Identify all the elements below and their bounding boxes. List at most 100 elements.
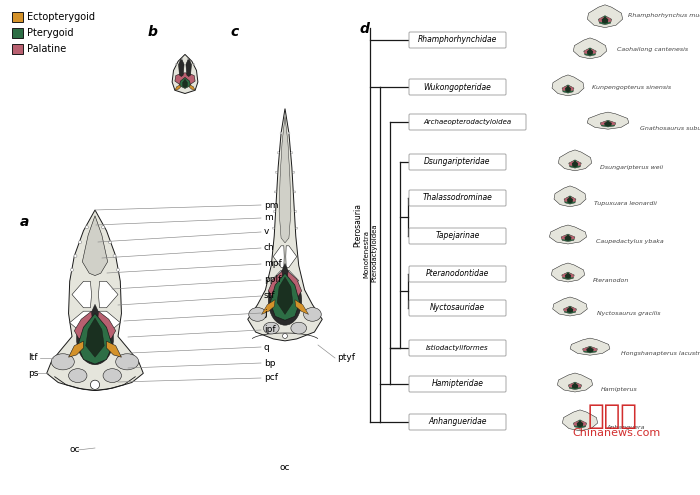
FancyBboxPatch shape [409, 154, 506, 170]
Text: mpf: mpf [264, 259, 281, 268]
Polygon shape [577, 421, 583, 427]
Polygon shape [72, 281, 92, 308]
Polygon shape [569, 273, 574, 278]
Polygon shape [582, 347, 589, 351]
Polygon shape [587, 112, 629, 129]
Text: Anhanguera: Anhanguera [606, 426, 645, 431]
Text: ltf: ltf [28, 353, 38, 362]
Polygon shape [569, 160, 581, 168]
Polygon shape [573, 421, 579, 426]
Polygon shape [569, 161, 574, 166]
Polygon shape [557, 373, 593, 392]
Text: Monofenestra: Monofenestra [363, 231, 369, 279]
Text: Hamipteridae: Hamipteridae [431, 380, 484, 389]
Ellipse shape [263, 322, 279, 334]
Circle shape [291, 152, 293, 153]
Circle shape [283, 334, 288, 339]
Polygon shape [564, 306, 577, 314]
Polygon shape [582, 346, 597, 353]
Polygon shape [279, 263, 291, 298]
Text: Rhamphorhynchus muensteri: Rhamphorhynchus muensteri [628, 12, 700, 17]
Text: pcf: pcf [264, 374, 278, 383]
Circle shape [71, 268, 74, 271]
Text: Tupuxuara leonardii: Tupuxuara leonardii [594, 201, 657, 206]
FancyBboxPatch shape [409, 114, 526, 130]
FancyBboxPatch shape [409, 190, 506, 206]
Polygon shape [562, 273, 567, 278]
Text: 中新网: 中新网 [588, 402, 638, 430]
Polygon shape [99, 311, 120, 334]
Circle shape [288, 132, 290, 134]
Circle shape [296, 227, 297, 229]
Text: Ectopterygoid: Ectopterygoid [27, 12, 95, 22]
Text: q: q [264, 343, 270, 351]
Polygon shape [570, 338, 610, 355]
Text: Istiodactyliformes: Istiodactyliformes [426, 345, 489, 351]
Polygon shape [552, 263, 584, 282]
Polygon shape [562, 410, 598, 431]
Text: b: b [148, 25, 158, 39]
Polygon shape [564, 197, 569, 202]
Ellipse shape [248, 307, 267, 321]
Text: pplf: pplf [264, 276, 281, 285]
Polygon shape [584, 48, 596, 56]
Text: ptyf: ptyf [337, 353, 355, 362]
Polygon shape [262, 299, 275, 314]
Circle shape [294, 191, 296, 193]
Polygon shape [576, 383, 582, 388]
Bar [12, 28, 23, 38]
Text: Hongshanapterus lacustris: Hongshanapterus lacustris [621, 351, 700, 356]
Polygon shape [78, 313, 112, 364]
Polygon shape [287, 271, 302, 298]
Text: Nyctosaurus gracilis: Nyctosaurus gracilis [597, 311, 661, 316]
Text: c: c [230, 25, 238, 39]
Polygon shape [592, 347, 597, 351]
Circle shape [85, 226, 88, 229]
Circle shape [272, 227, 274, 229]
Polygon shape [567, 197, 573, 203]
Text: Pterosauria: Pterosauria [354, 203, 363, 247]
Circle shape [90, 380, 99, 390]
Circle shape [78, 241, 81, 244]
Polygon shape [571, 197, 576, 202]
FancyBboxPatch shape [409, 340, 506, 356]
Polygon shape [268, 271, 283, 298]
Polygon shape [561, 234, 575, 242]
Circle shape [277, 152, 279, 153]
Polygon shape [598, 16, 612, 25]
Polygon shape [286, 246, 297, 267]
Text: Pteranodontidae: Pteranodontidae [426, 269, 489, 279]
FancyBboxPatch shape [409, 414, 506, 430]
FancyBboxPatch shape [409, 79, 506, 95]
Polygon shape [591, 49, 596, 54]
Polygon shape [83, 216, 108, 276]
Polygon shape [286, 270, 299, 291]
Ellipse shape [103, 369, 122, 383]
Polygon shape [598, 17, 604, 22]
Text: ipf: ipf [264, 326, 276, 335]
Text: Hamipterus: Hamipterus [601, 388, 638, 393]
Polygon shape [178, 58, 184, 77]
Polygon shape [279, 116, 291, 243]
Polygon shape [576, 161, 581, 166]
Text: ps: ps [28, 368, 38, 378]
Polygon shape [565, 86, 571, 92]
Text: a: a [20, 215, 29, 229]
FancyBboxPatch shape [409, 32, 506, 48]
Polygon shape [587, 49, 593, 55]
Circle shape [175, 64, 176, 65]
Polygon shape [550, 225, 587, 244]
Circle shape [295, 210, 297, 212]
Polygon shape [273, 246, 284, 267]
Text: v: v [264, 228, 270, 237]
FancyBboxPatch shape [409, 228, 506, 244]
Polygon shape [74, 311, 92, 339]
Text: Gnathosaurus subulatus: Gnathosaurus subulatus [640, 126, 700, 131]
Polygon shape [175, 73, 195, 86]
Polygon shape [248, 108, 322, 341]
Polygon shape [172, 54, 198, 94]
Text: Rhamphorhynchidae: Rhamphorhynchidae [418, 36, 497, 45]
Circle shape [116, 268, 120, 271]
Polygon shape [272, 270, 284, 291]
Text: Caohailong cantenesis: Caohailong cantenesis [617, 48, 688, 52]
